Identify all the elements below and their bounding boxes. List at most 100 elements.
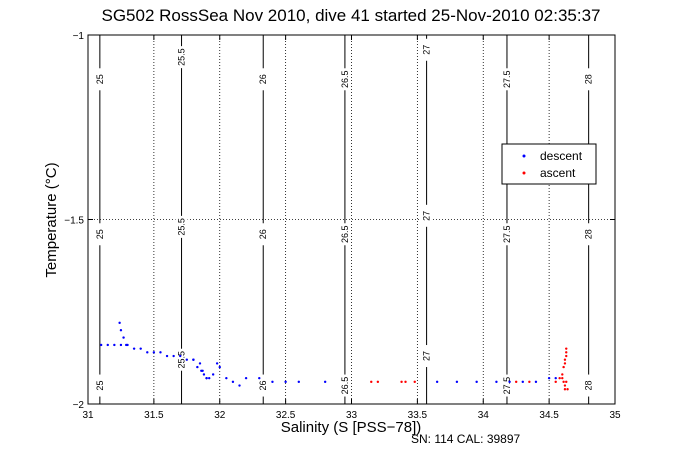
descent-point <box>179 354 182 358</box>
descent-point <box>215 362 219 365</box>
axes-box <box>87 34 616 405</box>
contour-label-background <box>338 374 351 397</box>
descent-point <box>225 376 228 380</box>
descent-point <box>146 351 149 354</box>
ascent-point <box>565 354 568 358</box>
y-tick-label: −2 <box>73 400 85 411</box>
descent-point <box>119 329 123 332</box>
contour-label-background <box>582 223 595 246</box>
x-tick-label: 33 <box>346 410 358 421</box>
chart-title: SG502 RossSea Nov 2010, dive 41 started … <box>102 6 601 25</box>
descent-point <box>435 380 439 384</box>
contour-label: 27 <box>422 45 432 55</box>
contour-label-background <box>175 348 188 371</box>
contour-label-background <box>93 223 106 246</box>
ascent-point <box>563 358 567 361</box>
descent-point <box>258 376 261 380</box>
contour-label-background <box>500 68 513 91</box>
contour-label-background <box>420 345 433 368</box>
descent-point <box>192 358 195 361</box>
contour-label-background <box>175 46 188 69</box>
descent-point <box>118 321 121 325</box>
legend: descent ascent <box>501 143 597 185</box>
ascent-point <box>562 365 565 369</box>
ascent-point <box>563 384 567 387</box>
descent-point <box>106 343 109 347</box>
descent-point <box>99 343 103 347</box>
contour-label-background <box>500 374 513 397</box>
descent-point <box>201 369 204 372</box>
ascent-point <box>563 362 567 365</box>
ascent-point <box>376 380 380 384</box>
descent-point <box>113 343 116 347</box>
y-axis-label: Temperature (°C) <box>43 162 60 277</box>
descent-point <box>205 376 208 380</box>
ascent-point <box>554 380 557 384</box>
contour-label: 26 <box>258 381 268 391</box>
contour-label-background <box>93 68 106 91</box>
contour-label-background <box>93 374 106 397</box>
ascent-point <box>561 376 564 380</box>
contour-label: 28 <box>584 229 594 239</box>
ascent-point <box>558 376 561 380</box>
ascent-point <box>413 380 416 384</box>
contour-label-background <box>582 374 595 397</box>
serial-calibration-label: SN: 114 CAL: 39897 <box>411 432 521 446</box>
descent-point <box>297 380 300 384</box>
contour-label: 26.5 <box>340 377 350 395</box>
x-tick-label: 32 <box>214 410 226 421</box>
contour-label: 27 <box>422 351 432 361</box>
ascent-point <box>514 380 518 384</box>
descent-point <box>185 358 189 361</box>
contour-label: 25 <box>95 229 105 239</box>
contour-label-background <box>420 38 433 61</box>
contour-label: 25 <box>95 381 105 391</box>
contour-label: 26.5 <box>340 225 350 243</box>
x-tick-label: 31 <box>82 410 94 421</box>
x-axis-label: Salinity (S [PSS−78]) <box>281 419 421 436</box>
descent-point <box>547 376 551 380</box>
contour-label-background <box>257 374 270 397</box>
descent-point <box>218 365 221 369</box>
contour-label-background <box>500 223 513 246</box>
descent-point <box>152 351 156 354</box>
contour-label-background <box>582 68 595 91</box>
ascent-point <box>404 380 407 384</box>
plot-area: 25 25 25 25.5 25.5 25.5 26 26 26 26.5 26.5 26.5 27 27… <box>64 31 621 421</box>
descent-point <box>165 354 169 358</box>
contour-label: 27.5 <box>502 225 512 243</box>
contour-label-background <box>175 215 188 238</box>
contour-label: 25.5 <box>177 48 187 66</box>
contour-label: 28 <box>584 74 594 84</box>
contour-label: 27.5 <box>502 377 512 395</box>
descent-point <box>323 380 327 384</box>
contour-label-background <box>257 68 270 91</box>
contour-label: 25.5 <box>177 218 187 236</box>
descent-point <box>475 380 478 384</box>
contour-label: 25.5 <box>177 351 187 369</box>
x-tick-label: 33.5 <box>408 410 428 421</box>
descent-point <box>159 351 162 354</box>
descent-point <box>208 376 211 380</box>
x-tick-label: 34 <box>478 410 490 421</box>
descent-point <box>172 354 175 358</box>
descent-point <box>271 380 274 384</box>
x-tick-label: 34.5 <box>539 410 559 421</box>
x-tick-label: 32.5 <box>276 410 296 421</box>
descent-point <box>198 362 202 365</box>
descent-point <box>119 343 123 347</box>
contour-label: 27.5 <box>502 71 512 89</box>
ascent-point <box>565 380 568 384</box>
descent-point <box>132 347 136 350</box>
legend-marker <box>522 154 526 158</box>
contour-label-background <box>338 68 351 91</box>
contour-label-background <box>420 204 433 227</box>
ascent-point <box>565 347 568 350</box>
contour-label: 26 <box>258 74 268 84</box>
descent-point <box>196 365 199 369</box>
contour-label: 27 <box>422 211 432 221</box>
ascent-point <box>562 380 565 384</box>
descent-point <box>284 380 287 384</box>
contour-label-background <box>338 223 351 246</box>
